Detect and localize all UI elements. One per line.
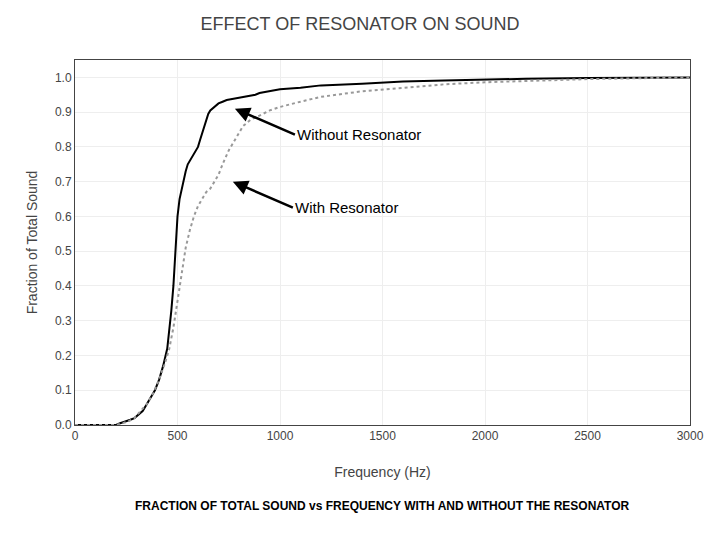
svg-text:With Resonator: With Resonator: [295, 199, 398, 216]
svg-text:0.4: 0.4: [55, 279, 72, 293]
svg-text:Frequency (Hz): Frequency (Hz): [334, 464, 430, 480]
svg-text:0: 0: [72, 429, 79, 443]
svg-text:0.6: 0.6: [55, 210, 72, 224]
svg-text:3000: 3000: [677, 429, 704, 443]
svg-text:0.2: 0.2: [55, 349, 72, 363]
svg-text:FRACTION OF TOTAL SOUND vs FRE: FRACTION OF TOTAL SOUND vs FREQUENCY WIT…: [135, 499, 630, 513]
svg-text:0.1: 0.1: [55, 383, 72, 397]
svg-text:500: 500: [167, 429, 187, 443]
svg-text:1.0: 1.0: [55, 71, 72, 85]
svg-text:0.9: 0.9: [55, 105, 72, 119]
svg-text:1500: 1500: [369, 429, 396, 443]
svg-text:2500: 2500: [574, 429, 601, 443]
svg-text:1000: 1000: [267, 429, 294, 443]
svg-text:0.8: 0.8: [55, 140, 72, 154]
svg-text:Fraction of Total Sound: Fraction of Total Sound: [24, 171, 40, 315]
svg-text:EFFECT OF RESONATOR ON SOUND: EFFECT OF RESONATOR ON SOUND: [200, 14, 519, 34]
svg-text:0.5: 0.5: [55, 244, 72, 258]
svg-text:0.3: 0.3: [55, 314, 72, 328]
svg-text:0.0: 0.0: [55, 418, 72, 432]
svg-text:Without Resonator: Without Resonator: [297, 126, 421, 143]
svg-text:2000: 2000: [472, 429, 499, 443]
svg-text:0.7: 0.7: [55, 175, 72, 189]
